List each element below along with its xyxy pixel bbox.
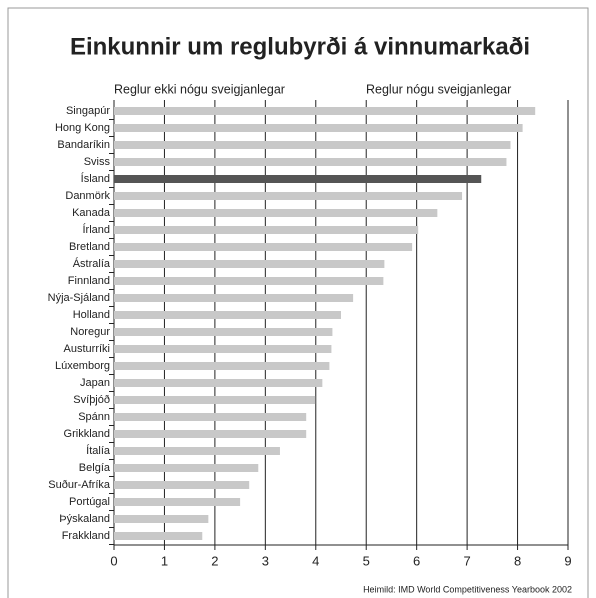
bar (114, 175, 482, 183)
y-tick-label: Austurríki (64, 343, 110, 355)
bar (114, 124, 523, 132)
bar (114, 294, 354, 302)
y-tick-label: Finnland (68, 275, 110, 287)
y-tick-label: Noregur (70, 326, 110, 338)
bar (114, 413, 307, 421)
y-tick-label: Svíþjóð (73, 394, 110, 406)
bar (114, 379, 323, 387)
bar (114, 447, 280, 455)
y-tick-label: Grikkland (64, 428, 110, 440)
y-tick-label: Sviss (84, 156, 111, 168)
y-tick-label: Ísland (81, 172, 110, 185)
bar (114, 192, 463, 200)
bar (114, 362, 330, 370)
bar (114, 141, 511, 149)
y-tick-label: Ástralía (73, 257, 111, 270)
y-tick-label: Ítalía (86, 444, 111, 457)
bar (114, 515, 209, 523)
y-tick-label: Suður-Afríka (48, 479, 111, 491)
y-tick-label: Belgía (79, 462, 111, 474)
x-tick-label: 2 (211, 553, 218, 568)
bar (114, 226, 419, 234)
y-tick-label: Bandaríkin (57, 139, 110, 151)
y-tick-label: Írland (82, 223, 110, 236)
y-tick-label: Frakkland (62, 530, 110, 542)
bar (114, 260, 385, 268)
bar (114, 532, 203, 540)
bar (114, 311, 341, 319)
bar (114, 396, 316, 404)
y-tick-label: Danmörk (65, 190, 110, 202)
bar (114, 243, 413, 251)
bar (114, 158, 507, 166)
y-tick-label: Nýja-Sjáland (48, 292, 110, 304)
x-tick-label: 8 (514, 553, 521, 568)
y-tick-label: Kanada (72, 207, 111, 219)
bar (114, 345, 332, 353)
y-tick-label: Holland (73, 309, 110, 321)
x-tick-label: 4 (312, 553, 319, 568)
annotation: Reglur nógu sveigjanlegar (366, 82, 511, 96)
x-tick-label: 0 (110, 553, 117, 568)
bar (114, 498, 241, 506)
chart-title: Einkunnir um reglubyrði á vinnumarkaði (70, 33, 530, 60)
bar (114, 209, 438, 217)
y-tick-label: Bretland (69, 241, 110, 253)
x-tick-label: 6 (413, 553, 420, 568)
x-tick-label: 7 (463, 553, 470, 568)
frame (7, 7, 589, 598)
y-tick-label: Spánn (78, 411, 110, 423)
x-tick-label: 9 (564, 553, 571, 568)
bar (114, 277, 384, 285)
y-tick-label: Singapúr (66, 105, 110, 117)
bar (114, 328, 333, 336)
x-tick-label: 5 (363, 553, 370, 568)
bar (114, 430, 307, 438)
annotation: Reglur ekki nógu sveigjanlegar (114, 82, 285, 96)
source: Heimild: IMD World Competitiveness Yearb… (363, 584, 572, 594)
y-tick-label: Þýskaland (59, 513, 110, 525)
bar (114, 464, 259, 472)
y-tick-label: Hong Kong (55, 122, 110, 134)
x-tick-label: 3 (262, 553, 269, 568)
x-tick-label: 1 (161, 553, 168, 568)
y-tick-label: Portúgal (69, 496, 110, 508)
y-tick-label: Japan (80, 377, 110, 389)
bar (114, 481, 250, 489)
bar (114, 107, 536, 115)
y-tick-label: Lúxemborg (55, 360, 110, 372)
